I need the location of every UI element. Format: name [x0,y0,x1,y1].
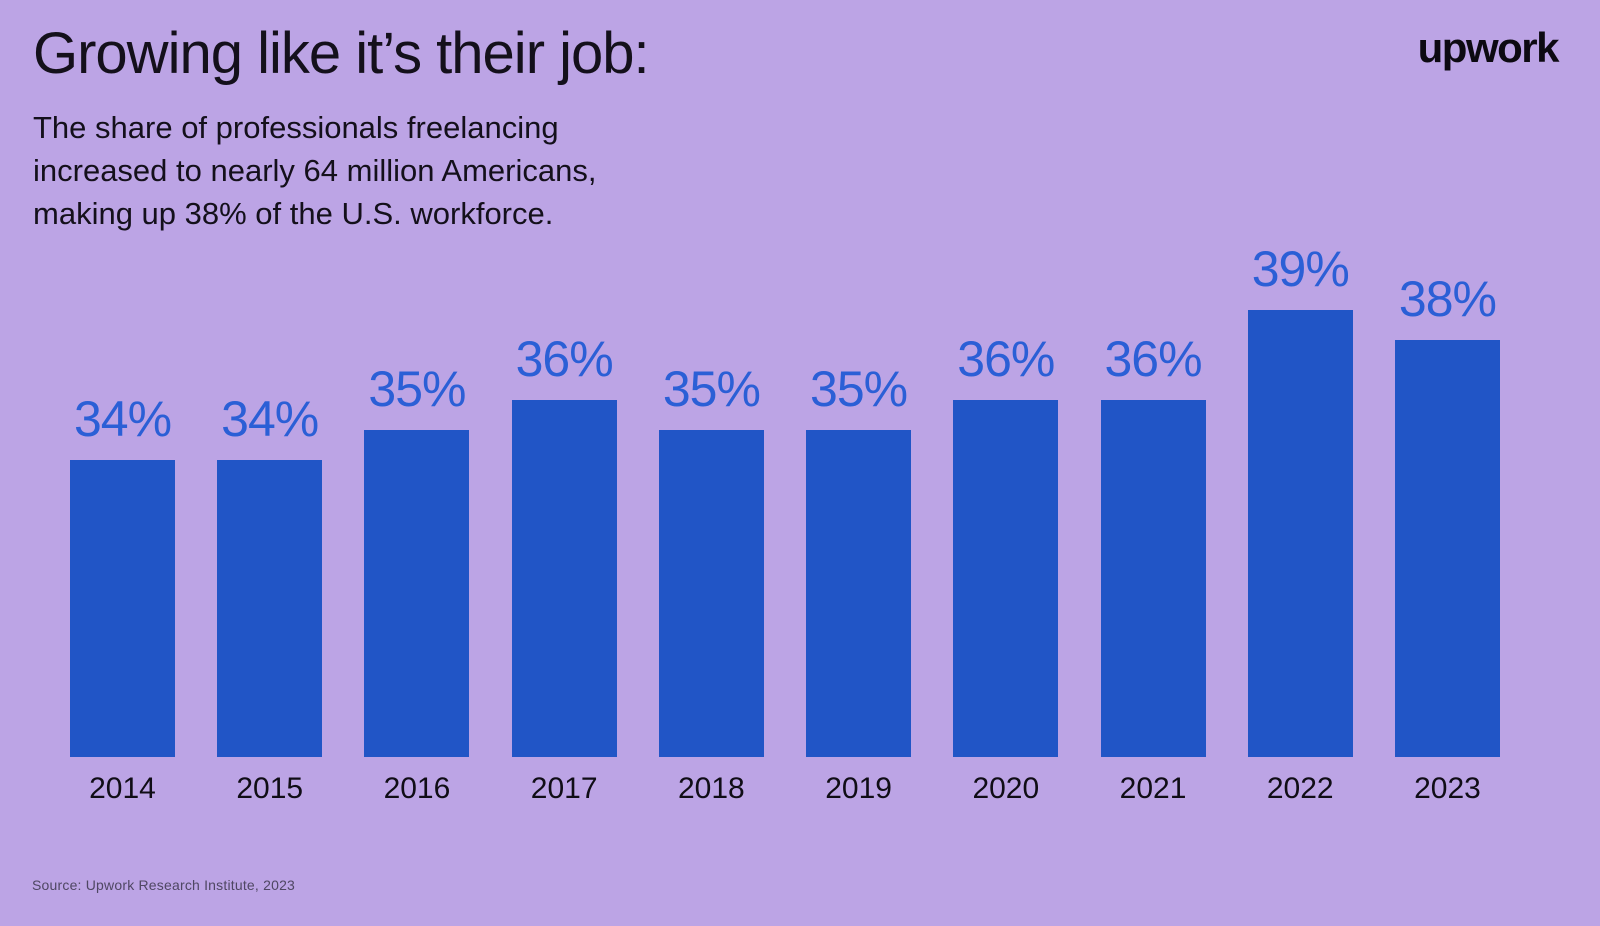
bar-column-2016: 35% 2016 [364,360,470,805]
category-label: 2021 [1119,772,1187,805]
value-label: 36% [515,331,614,387]
bar-2017 [511,400,617,757]
bar-column-2023: 38% 2023 [1394,270,1500,805]
bar-chart: 34% 2014 34% 2015 35% 2016 36% 2017 35% 2018 35% 20… [70,240,1500,805]
page-title: Growing like it’s their job: [33,21,650,86]
source-note: Source: Upwork Research Institute, 2023 [32,877,296,893]
value-label: 34% [221,391,319,447]
bar-column-2014: 34% 2014 [70,390,175,805]
bar-column-2022: 39% 2022 [1247,240,1353,805]
bar-column-2017: 36% 2017 [511,330,617,805]
value-label: 35% [368,361,466,417]
category-label: 2014 [89,772,156,805]
bar-2022 [1247,310,1353,757]
category-label: 2022 [1266,772,1334,805]
value-label: 38% [1398,271,1497,327]
bar-column-2021: 36% 2021 [1100,330,1206,805]
category-label: 2017 [530,772,598,805]
bar-2014 [70,460,175,757]
bar-column-2015: 34% 2015 [217,390,323,805]
bar-2015 [217,460,323,757]
bar-2016 [364,430,470,757]
bar-2021 [1100,400,1206,757]
bar-column-2020: 36% 2020 [953,330,1059,805]
bar-2020 [953,400,1059,757]
bar-column-2019: 35% 2019 [806,360,912,805]
bar-2019 [806,430,912,757]
value-label: 36% [957,331,1055,387]
upwork-logo: upwork [1417,24,1560,71]
category-label: 2019 [825,772,892,805]
bar-column-2018: 35% 2018 [658,360,764,805]
category-label: 2015 [236,772,304,805]
category-label: 2018 [678,772,745,805]
category-label: 2016 [383,772,451,805]
value-label: 34% [73,391,172,447]
value-label: 39% [1251,241,1350,297]
value-label: 35% [810,361,908,417]
value-label: 36% [1104,331,1202,387]
value-label: 35% [662,361,761,417]
category-label: 2020 [972,772,1040,805]
category-label: 2023 [1414,772,1481,805]
bar-2018 [658,430,764,757]
bar-2023 [1394,340,1500,757]
subtitle-text: The share of professionals freelancing i… [33,110,597,231]
